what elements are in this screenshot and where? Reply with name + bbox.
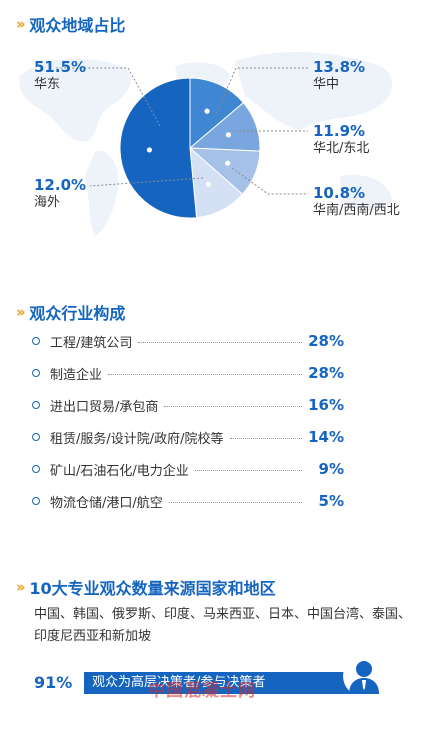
- section-title-countries-text: 10大专业观众数量来源国家和地区: [29, 579, 276, 598]
- industry-name: 制造企业: [50, 367, 103, 383]
- pie-label-east-value: 51.5%: [34, 58, 87, 76]
- industry-value: 5%: [318, 492, 344, 510]
- leader-line-central: [215, 67, 308, 115]
- industry-row: 工程/建筑公司 28%: [32, 331, 344, 351]
- industry-row: 租赁/服务/设计院/政府/院校等 14%: [32, 427, 344, 447]
- pie-label-overseas: 12.0% 海外: [34, 176, 86, 211]
- dotted-leader: [194, 469, 302, 471]
- pie-label-south-value: 10.8%: [313, 184, 366, 202]
- industry-row: 制造企业 28%: [32, 363, 344, 383]
- dotted-leader: [168, 501, 302, 503]
- circle-bullet-icon: [32, 337, 40, 345]
- double-chevron-right-icon: ››: [16, 578, 26, 596]
- leader-line-south: [231, 167, 308, 195]
- industry-value: 28%: [308, 332, 344, 350]
- pie-label-north-name: 华北/东北: [313, 140, 370, 156]
- section-title-industry-text: 观众行业构成: [29, 304, 126, 323]
- industry-name: 进出口贸易/承包商: [50, 399, 159, 415]
- section-title-region-text: 观众地域占比: [29, 16, 126, 35]
- section-title-industry: ›› 观众行业构成: [16, 300, 125, 324]
- watermark: 中国混凝土网: [148, 681, 256, 701]
- double-chevron-right-icon: ››: [16, 303, 26, 321]
- circle-bullet-icon: [32, 369, 40, 377]
- pie-label-east: 51.5% 华东: [34, 58, 86, 93]
- section-title-countries: ›› 10大专业观众数量来源国家和地区: [16, 575, 276, 599]
- pie-dot-slice-east: [146, 147, 153, 153]
- person-icon: [343, 655, 385, 697]
- dotted-leader: [108, 373, 302, 375]
- dotted-leader: [164, 405, 302, 407]
- section-title-region: ›› 观众地域占比: [16, 12, 125, 36]
- pie-label-south-name: 华南/西南/西北: [313, 202, 400, 218]
- country-list: 中国、韩国、俄罗斯、印度、马来西亚、日本、中国台湾、泰国、印度尼西亚和新加坡: [34, 607, 412, 644]
- pie-label-south: 10.8% 华南/西南/西北: [313, 184, 400, 219]
- pie-dot-slice-north: [225, 132, 232, 138]
- pie-dot-slice-central: [204, 108, 210, 114]
- dotted-leader: [138, 341, 302, 343]
- decision-maker-text: 观众为高层决策者/参与决策者: [92, 675, 266, 690]
- industry-value: 9%: [318, 460, 344, 478]
- pie-label-north-value: 11.9%: [313, 122, 366, 140]
- region-pie-chart: [56, 67, 308, 219]
- pie-label-overseas-value: 12.0%: [34, 176, 87, 194]
- industry-row: 物流仓储/港口/航空 5%: [32, 491, 344, 511]
- pie-label-central: 13.8% 华中: [313, 58, 365, 93]
- pie-label-overseas-name: 海外: [34, 194, 61, 210]
- industry-value: 14%: [308, 428, 344, 446]
- circle-bullet-icon: [32, 401, 40, 409]
- industry-name: 矿山/石油石化/电力企业: [50, 463, 189, 479]
- industry-value: 28%: [308, 364, 344, 382]
- decision-maker-percent: 91%: [34, 673, 73, 692]
- dotted-leader: [229, 437, 302, 439]
- circle-bullet-icon: [32, 465, 40, 473]
- industry-name: 租赁/服务/设计院/政府/院校等: [50, 431, 224, 447]
- industry-name: 工程/建筑公司: [50, 335, 133, 351]
- pie-dot-slice-south: [225, 160, 231, 166]
- industry-row: 进出口贸易/承包商 16%: [32, 395, 344, 415]
- industry-row: 矿山/石油石化/电力企业 9%: [32, 459, 344, 479]
- pie-dot-slice-overseas: [205, 181, 212, 187]
- industry-value: 16%: [308, 396, 344, 414]
- circle-bullet-icon: [32, 497, 40, 505]
- decision-maker-bar: 观众为高层决策者/参与决策者: [84, 672, 358, 694]
- pie-label-central-name: 华中: [313, 76, 340, 92]
- pie-label-east-name: 华东: [34, 76, 61, 92]
- industry-name: 物流仓储/港口/航空: [50, 495, 163, 511]
- circle-bullet-icon: [32, 433, 40, 441]
- pie-slice-east: [119, 77, 198, 219]
- leader-line-overseas: [89, 177, 204, 187]
- pie-label-central-value: 13.8%: [313, 58, 366, 76]
- pie-label-north: 11.9% 华北/东北: [313, 122, 369, 157]
